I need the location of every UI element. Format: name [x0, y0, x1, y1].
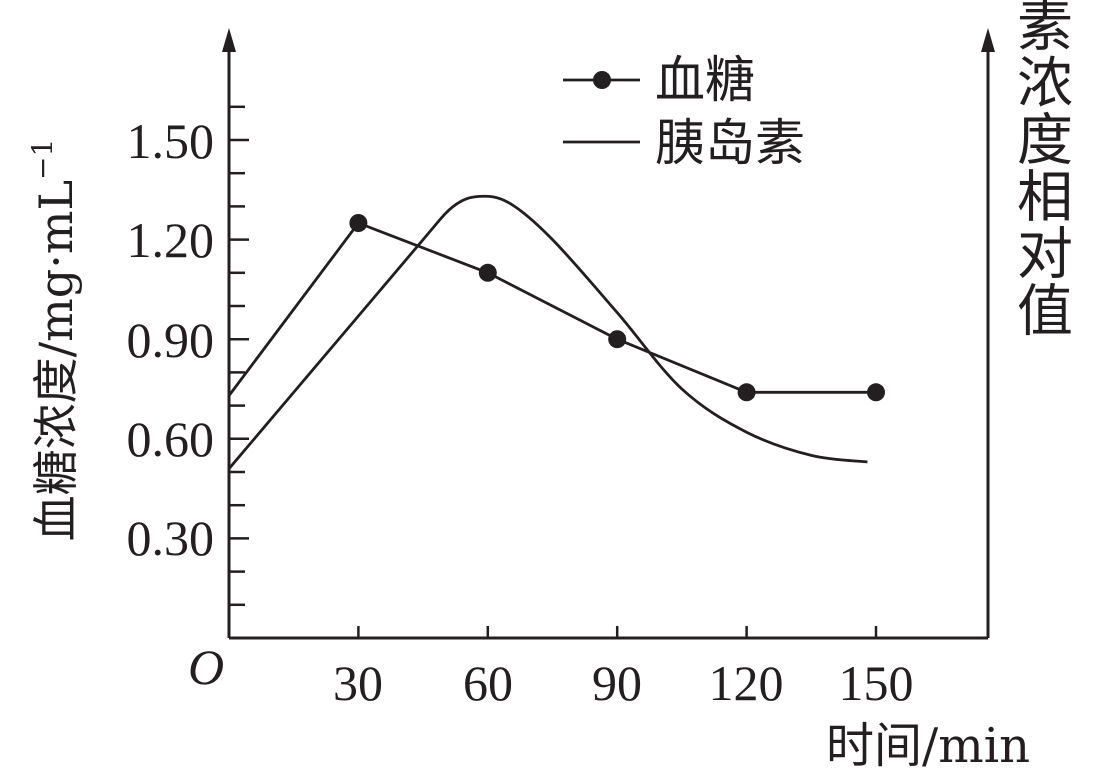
data-point-blood-sugar [737, 383, 756, 402]
y-tick-label: 0.90 [127, 312, 215, 368]
y-tick-label: 0.60 [127, 411, 215, 467]
series-line-insulin [227, 194, 868, 470]
data-point-blood-sugar [478, 263, 497, 282]
legend-label-blood-sugar: 血糖 [655, 51, 755, 109]
series-layer [227, 194, 885, 470]
series-line-blood-sugar [227, 221, 876, 397]
legend: 血糖 胰岛素 [563, 51, 805, 172]
tick-marks [229, 105, 878, 638]
left-y-axis-title: 血糖浓度/mg·mL−1 [26, 139, 83, 542]
right-y-axis-arrow [981, 28, 995, 52]
origin-label: O [188, 639, 224, 695]
x-axis-title: 时间/min [826, 718, 1030, 773]
x-tick-label: 120 [709, 655, 784, 711]
data-point-blood-sugar [867, 383, 885, 402]
x-tick-label: 150 [839, 655, 914, 711]
left-y-axis-title-main: 血糖浓度/mg·mL [29, 180, 83, 541]
x-tick-label: 90 [592, 655, 642, 711]
left-y-axis-arrow [222, 28, 236, 52]
legend-label-insulin: 胰岛素 [655, 114, 805, 172]
x-tick-label: 60 [463, 655, 513, 711]
y-tick-label: 0.30 [127, 510, 215, 566]
legend-marker-blood-sugar [593, 71, 611, 89]
left-y-axis-title-sup: −1 [26, 139, 59, 180]
data-point-blood-sugar [349, 214, 368, 232]
x-tick-label: 30 [333, 655, 383, 711]
data-point-blood-sugar [608, 330, 627, 349]
y-tick-label: 1.50 [127, 113, 215, 169]
right-y-axis-title: 胰岛素浓度相对值 [1008, 0, 1073, 338]
y-tick-label: 1.20 [127, 212, 215, 268]
